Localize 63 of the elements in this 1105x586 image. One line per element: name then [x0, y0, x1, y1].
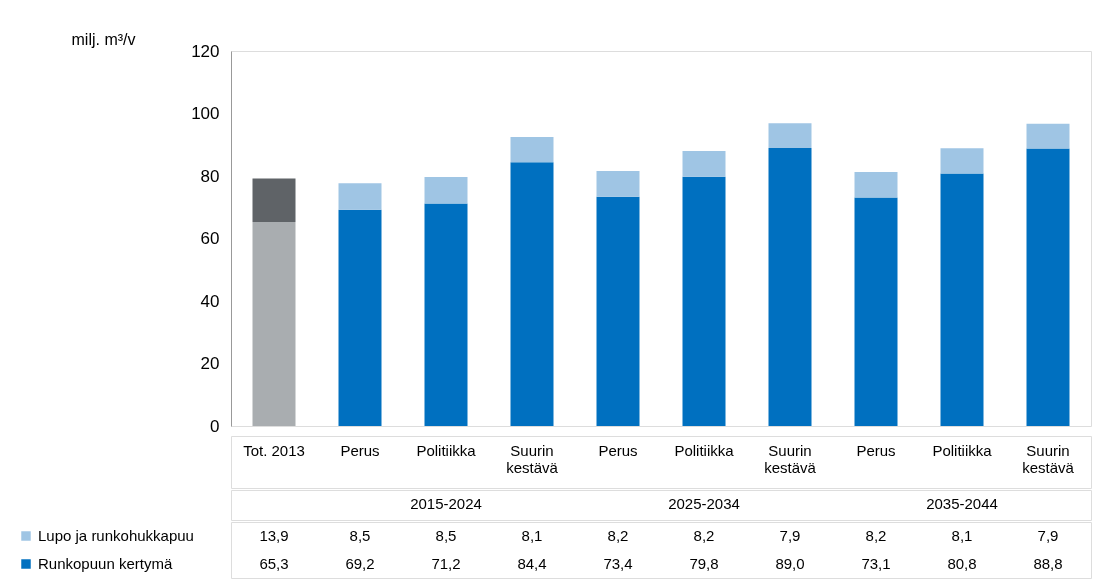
- y-tick-label: 100: [191, 104, 220, 123]
- bar: [854, 171, 898, 198]
- data-label: 8,1: [951, 527, 973, 544]
- data-label: 71,2: [431, 555, 461, 572]
- bar: [940, 173, 984, 426]
- y-tick-label: 60: [200, 229, 220, 248]
- data-label: 89,0: [775, 555, 805, 572]
- y-axis-title: milj. m³/v: [71, 30, 136, 48]
- data-label: 13,9: [259, 527, 289, 544]
- data-label: 73,1: [861, 555, 891, 572]
- data-label: 79,8: [689, 555, 719, 572]
- bar: [424, 203, 468, 426]
- x-tick-label: Perus: [856, 442, 896, 459]
- y-tick-label: 0: [210, 416, 220, 436]
- data-label: 8,2: [607, 527, 629, 544]
- x-tick-label: Tot. 2013: [243, 442, 305, 459]
- legend-label: Lupo ja runkohukkapuu: [38, 527, 194, 544]
- x-tick-label: Suurin kestävä: [506, 442, 559, 476]
- data-label: 69,2: [345, 555, 375, 572]
- data-label: 65,3: [259, 555, 289, 572]
- bar: [768, 147, 812, 426]
- bar: [940, 148, 984, 174]
- bar: [338, 183, 382, 210]
- y-tick-label: 40: [200, 291, 220, 311]
- y-tick-label: 120: [191, 41, 220, 61]
- bar: [510, 136, 554, 163]
- legend-label: Runkopuun kertymä: [38, 555, 173, 572]
- bar: [596, 171, 640, 197]
- bar: [252, 178, 296, 222]
- y-tick-label: 20: [200, 354, 220, 373]
- data-label: 7,9: [1037, 527, 1059, 544]
- bar: [854, 197, 898, 426]
- x-tick-label: Suurin kestävä: [1022, 442, 1075, 476]
- x-tick-label: Suurin kestävä: [764, 442, 817, 476]
- y-tick-label: 80: [200, 166, 220, 186]
- data-label: 8,1: [521, 527, 543, 544]
- x-tick-label: Politiikka: [932, 442, 993, 459]
- data-label: 73,4: [603, 555, 633, 572]
- bar: [338, 209, 382, 426]
- bar: [682, 176, 726, 426]
- data-label: 80,8: [947, 555, 977, 572]
- data-label: 7,9: [779, 527, 801, 544]
- bar: [1026, 148, 1070, 426]
- data-label: 8,2: [865, 527, 887, 544]
- data-label: 8,2: [693, 527, 715, 544]
- text: 2035-2044: [926, 495, 998, 512]
- text: 2025-2034: [668, 495, 740, 512]
- x-tick-label: Politiikka: [674, 442, 735, 459]
- data-label: 8,5: [435, 527, 457, 544]
- x-tick-label: Perus: [598, 442, 638, 459]
- bar: [682, 151, 726, 177]
- bar: [252, 221, 296, 426]
- bar: [1026, 123, 1070, 149]
- data-label: 8,5: [349, 527, 371, 544]
- x-tick-label: Perus: [340, 442, 380, 459]
- text: 2015-2024: [410, 495, 482, 512]
- bar: [510, 162, 554, 426]
- x-tick-label: Politiikka: [416, 442, 477, 459]
- bar: [424, 176, 468, 204]
- bar: [596, 196, 640, 426]
- data-label: 84,4: [517, 555, 547, 572]
- bar: [768, 123, 812, 148]
- data-label: 88,8: [1033, 555, 1063, 572]
